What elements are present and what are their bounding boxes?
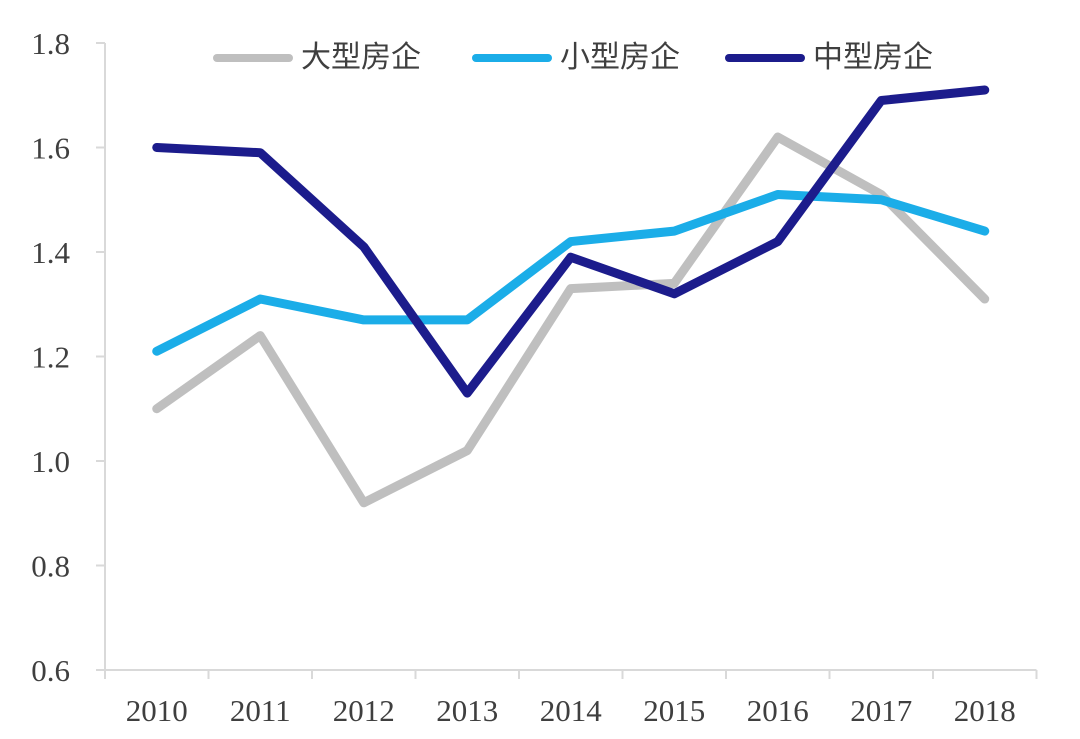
- x-tick-label: 2010: [126, 693, 188, 728]
- series-line-1: [152, 190, 990, 356]
- x-tick-label: 2013: [436, 693, 498, 728]
- x-tick-label: 2017: [850, 693, 912, 728]
- x-tick-label: 2011: [230, 693, 291, 728]
- y-tick-label: 0.6: [31, 653, 70, 688]
- y-tick-label: 1.6: [31, 131, 70, 166]
- x-tick-label: 2012: [333, 693, 395, 728]
- series-line-0: [152, 132, 990, 508]
- x-tick-label: 2014: [540, 693, 603, 728]
- y-tick-label: 1.8: [31, 26, 70, 61]
- y-tick-label: 1.0: [31, 444, 70, 479]
- x-tick-label: 2015: [643, 693, 705, 728]
- y-tick-label: 0.8: [31, 549, 70, 584]
- y-tick-label: 1.2: [31, 340, 70, 375]
- x-tick-label: 2018: [954, 693, 1016, 728]
- series-line-2: [152, 85, 990, 398]
- y-tick-label: 1.4: [31, 235, 70, 270]
- x-tick-label: 2016: [747, 693, 809, 728]
